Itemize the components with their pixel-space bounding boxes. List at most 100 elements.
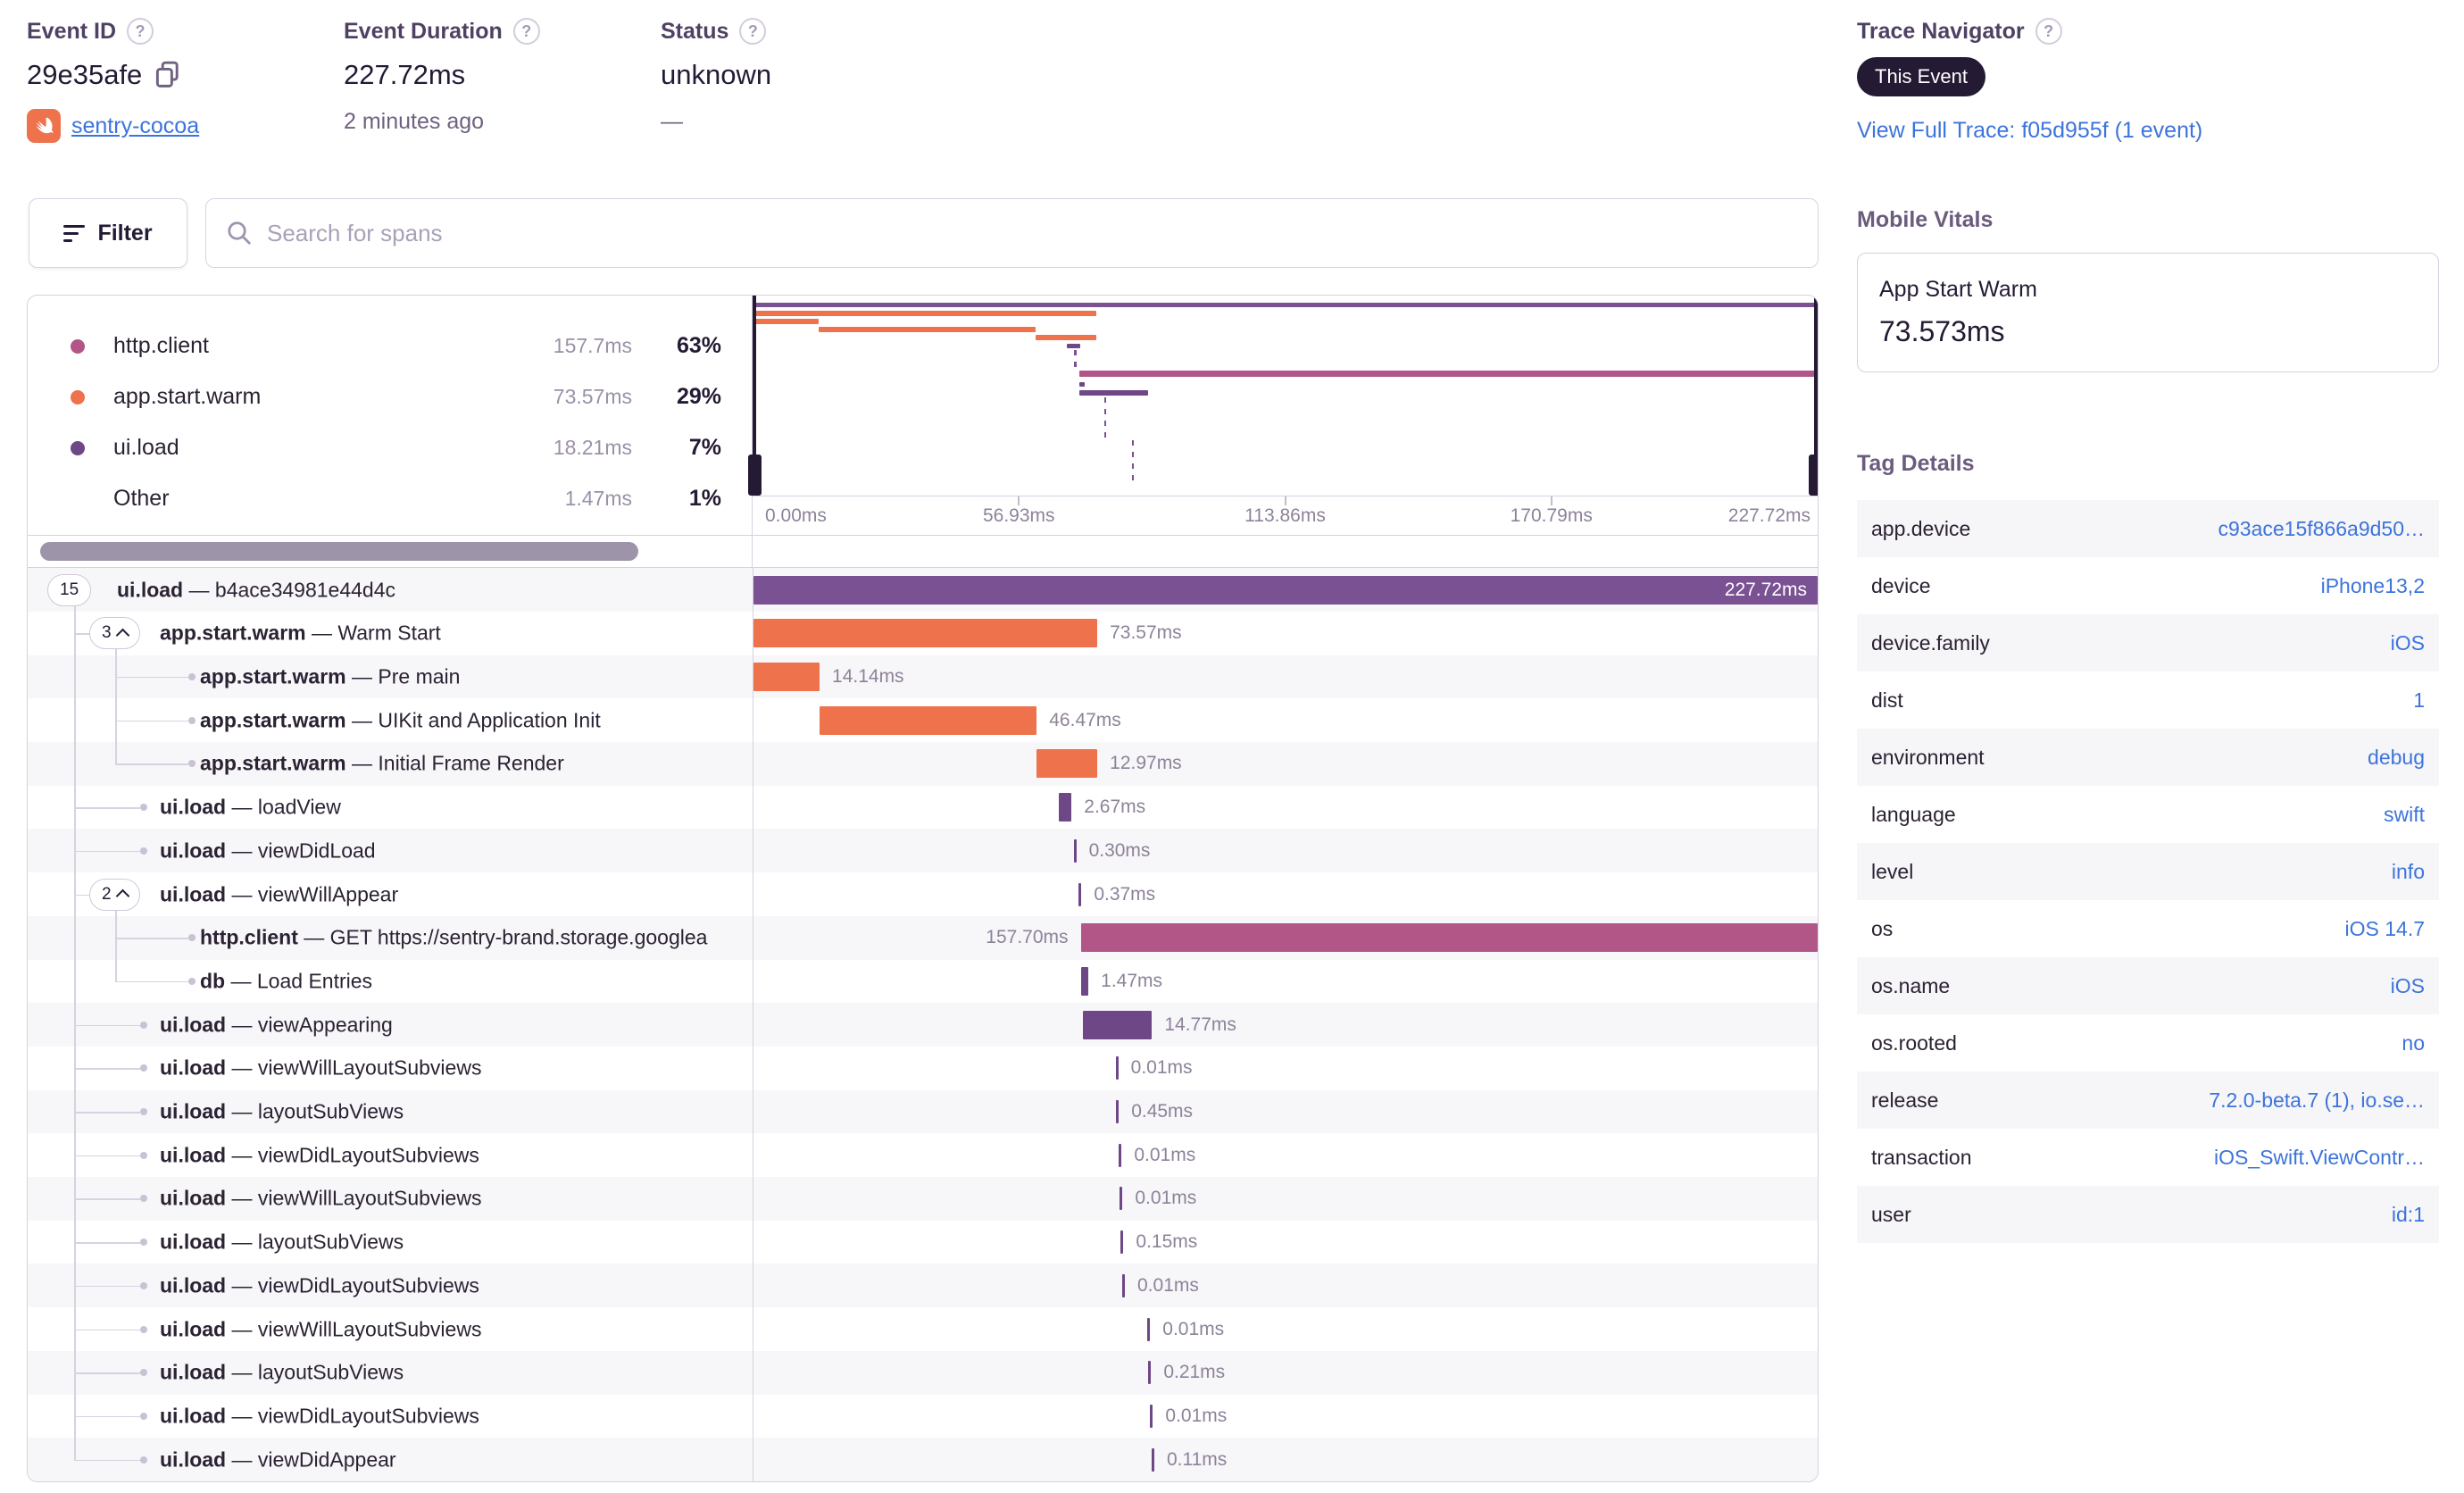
vital-value: 73.573ms	[1879, 315, 2005, 347]
tag-value-link[interactable]: no	[2402, 1030, 2425, 1055]
span-duration-bar[interactable]	[1059, 793, 1072, 822]
span-title: ui.load — viewWillLayoutSubviews	[160, 1186, 482, 1210]
span-bar-cell: 2.67ms	[753, 785, 1818, 830]
search-input[interactable]	[267, 219, 1798, 247]
span-row[interactable]: app.start.warm — UIKit and Application I…	[28, 698, 1818, 743]
event-id-label-text: Event ID	[27, 18, 117, 44]
span-row[interactable]: ui.load — viewWillLayoutSubviews 0.01ms	[28, 1307, 1818, 1351]
tree-connector-dot	[140, 1021, 147, 1029]
span-duration-bar[interactable]	[1115, 1056, 1119, 1080]
span-duration-bar[interactable]	[820, 705, 1037, 735]
minimap-right-handle[interactable]	[1809, 296, 1818, 496]
span-row[interactable]: ui.load — viewAppearing 14.77ms	[28, 1003, 1818, 1047]
copy-icon[interactable]	[154, 61, 181, 89]
span-row[interactable]: 15 ui.load — b4ace34981e44d4c 227.72ms	[28, 568, 1818, 612]
span-row[interactable]: ui.load — viewDidLayoutSubviews 0.01ms	[28, 1133, 1818, 1178]
span-tree-cell: app.start.warm — UIKit and Application I…	[28, 698, 753, 742]
span-duration-bar[interactable]	[1120, 1230, 1124, 1255]
tag-value-link[interactable]: iOS	[2390, 973, 2425, 997]
span-duration-bar[interactable]	[1083, 1010, 1153, 1039]
span-children-toggle[interactable]: 3	[89, 617, 140, 650]
span-duration-bar[interactable]	[1078, 882, 1082, 906]
span-duration-bar[interactable]	[1073, 838, 1077, 863]
legend-op-name: ui.load	[113, 435, 179, 460]
span-row[interactable]: ui.load — viewDidLoad 0.30ms	[28, 829, 1818, 873]
tag-value-link[interactable]: iOS_Swift.ViewContr…	[2213, 1145, 2425, 1169]
span-tree-cell: 2 ui.load — viewWillAppear	[28, 872, 753, 916]
span-duration-bar[interactable]	[753, 662, 820, 691]
legend-item: Other 1.47ms 1%	[71, 473, 721, 524]
span-tree-cell: 3 app.start.warm — Warm Start	[28, 612, 753, 655]
span-duration-bar[interactable]	[1120, 1187, 1123, 1211]
tree-connector-line	[115, 676, 188, 679]
span-duration-bar[interactable]	[1148, 1361, 1152, 1385]
span-duration-bar[interactable]	[1150, 1404, 1153, 1428]
minimap-handle-grip[interactable]	[1809, 455, 1818, 496]
tag-value-link[interactable]: iPhone13,2	[2320, 573, 2425, 597]
tag-value-link[interactable]: 1	[2413, 688, 2425, 712]
span-duration-bar[interactable]	[1151, 1447, 1154, 1472]
span-children-toggle[interactable]: 15	[47, 573, 92, 606]
view-full-trace-link[interactable]: View Full Trace: f05d955f (1 event)	[1857, 118, 2203, 143]
span-duration-bar[interactable]	[1081, 966, 1089, 996]
tag-value-link[interactable]: swift	[2384, 802, 2425, 826]
tree-connector-line	[74, 1198, 140, 1200]
span-duration-bar[interactable]	[1116, 1100, 1120, 1124]
tag-key: transaction	[1871, 1145, 1972, 1169]
tag-value-link[interactable]: id:1	[2391, 1202, 2425, 1226]
span-duration-bar[interactable]	[1119, 1143, 1122, 1167]
span-row[interactable]: http.client — GET https://sentry-brand.s…	[28, 915, 1818, 960]
tag-value-link[interactable]: info	[2391, 859, 2425, 883]
trace-minimap[interactable]	[748, 296, 1818, 496]
minimap-handle-grip[interactable]	[748, 455, 762, 496]
span-duration-bar[interactable]	[753, 575, 1818, 605]
help-icon[interactable]: ?	[512, 18, 540, 45]
span-duration-bar[interactable]	[1122, 1273, 1125, 1297]
span-row[interactable]: 2 ui.load — viewWillAppear 0.37ms	[28, 872, 1818, 916]
span-duration-bar[interactable]	[753, 619, 1098, 648]
span-bar-cell: 0.01ms	[753, 1307, 1818, 1351]
tag-row: app.device c93ace15f866a9d50…	[1857, 500, 2439, 557]
span-title: ui.load — loadView	[160, 795, 341, 819]
span-title: ui.load — viewDidLayoutSubviews	[160, 1273, 479, 1297]
minimap-span-bar	[1079, 371, 1818, 377]
span-duration-bar[interactable]	[1036, 749, 1098, 779]
span-tree-cell: ui.load — viewDidLayoutSubviews	[28, 1133, 753, 1177]
project-link[interactable]: sentry-cocoa	[71, 113, 200, 138]
span-row[interactable]: 3 app.start.warm — Warm Start 73.57ms	[28, 611, 1818, 655]
span-row[interactable]: ui.load — layoutSubViews 0.45ms	[28, 1089, 1818, 1134]
tag-value-link[interactable]: iOS	[2390, 630, 2425, 655]
span-row[interactable]: ui.load — layoutSubViews 0.21ms	[28, 1350, 1818, 1395]
span-row[interactable]: ui.load — viewDidLayoutSubviews 0.01ms	[28, 1394, 1818, 1439]
help-icon[interactable]: ?	[739, 18, 767, 45]
horizontal-scrollbar-thumb[interactable]	[40, 542, 638, 562]
span-bar-cell: 0.45ms	[753, 1089, 1818, 1134]
span-row[interactable]: ui.load — viewDidLayoutSubviews 0.01ms	[28, 1264, 1818, 1308]
span-row[interactable]: app.start.warm — Pre main 14.14ms	[28, 655, 1818, 699]
span-row[interactable]: app.start.warm — Initial Frame Render 12.…	[28, 742, 1818, 786]
span-duration-bar[interactable]	[1080, 923, 1818, 953]
filter-button[interactable]: Filter	[29, 198, 187, 268]
span-row[interactable]: db — Load Entries 1.47ms	[28, 959, 1818, 1004]
tag-row: dist 1	[1857, 671, 2439, 729]
tag-value-link[interactable]: c93ace15f866a9d50…	[2218, 516, 2425, 540]
span-row[interactable]: ui.load — viewWillLayoutSubviews 0.01ms	[28, 1177, 1818, 1221]
span-row[interactable]: ui.load — layoutSubViews 0.15ms	[28, 1220, 1818, 1264]
help-icon[interactable]: ?	[2035, 18, 2062, 45]
help-icon[interactable]: ?	[127, 18, 154, 45]
tag-value-link[interactable]: 7.2.0-beta.7 (1), io.se…	[2209, 1088, 2425, 1112]
tag-key: device	[1871, 573, 1931, 597]
tag-row: level info	[1857, 843, 2439, 900]
span-row[interactable]: ui.load — loadView 2.67ms	[28, 785, 1818, 830]
span-children-toggle[interactable]: 2	[89, 878, 140, 911]
tag-row: device iPhone13,2	[1857, 557, 2439, 614]
minimap-left-handle[interactable]	[748, 296, 762, 496]
span-row[interactable]: ui.load — viewDidAppear 0.11ms	[28, 1438, 1818, 1481]
tag-value-link[interactable]: debug	[2368, 745, 2425, 769]
tag-value-link[interactable]: iOS 14.7	[2344, 916, 2426, 940]
span-row[interactable]: ui.load — viewWillLayoutSubviews 0.01ms	[28, 1046, 1818, 1090]
span-duration-label: 0.15ms	[1136, 1231, 1198, 1253]
span-duration-bar[interactable]	[1147, 1317, 1151, 1341]
span-bar-cell: 0.11ms	[753, 1438, 1818, 1481]
tree-connector-dot	[140, 847, 147, 855]
